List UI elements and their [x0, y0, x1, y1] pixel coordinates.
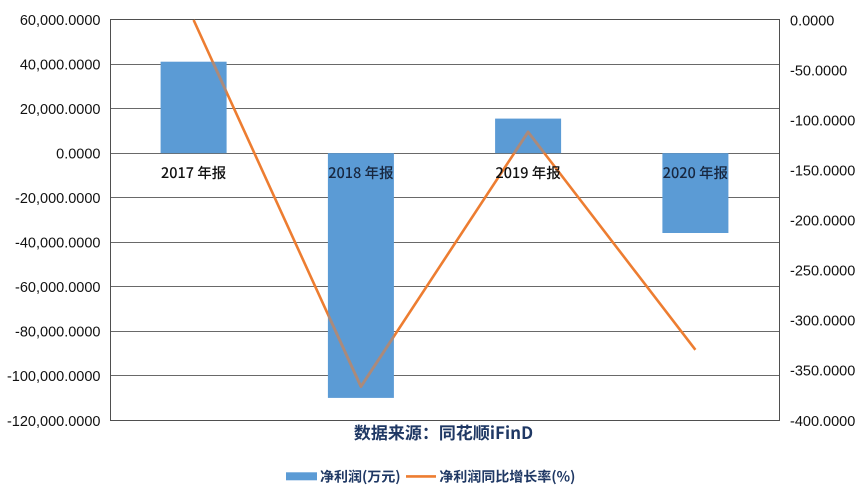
svg-text:0.0000: 0.0000 [56, 146, 100, 162]
svg-text:-100,000.0000: -100,000.0000 [7, 369, 101, 385]
svg-text:-300.0000: -300.0000 [790, 314, 855, 330]
svg-text:-350.0000: -350.0000 [790, 364, 855, 380]
svg-text:-80,000.0000: -80,000.0000 [15, 325, 100, 341]
svg-text:-20,000.0000: -20,000.0000 [15, 191, 100, 207]
svg-text:60,000.0000: 60,000.0000 [20, 13, 101, 29]
svg-text:-60,000.0000: -60,000.0000 [15, 280, 100, 296]
svg-text:-200.0000: -200.0000 [790, 214, 855, 230]
svg-text:40,000.0000: 40,000.0000 [20, 57, 101, 73]
svg-text:-150.0000: -150.0000 [790, 163, 855, 179]
svg-text:-400.0000: -400.0000 [790, 414, 855, 430]
svg-text:-250.0000: -250.0000 [790, 264, 855, 280]
svg-text:-120,000.0000: -120,000.0000 [7, 414, 101, 430]
svg-text:-50.0000: -50.0000 [790, 63, 847, 79]
svg-text:20,000.0000: 20,000.0000 [20, 102, 101, 118]
svg-text:0.0000: 0.0000 [790, 13, 834, 29]
svg-text:-100.0000: -100.0000 [790, 113, 855, 129]
svg-text:-40,000.0000: -40,000.0000 [15, 236, 100, 252]
